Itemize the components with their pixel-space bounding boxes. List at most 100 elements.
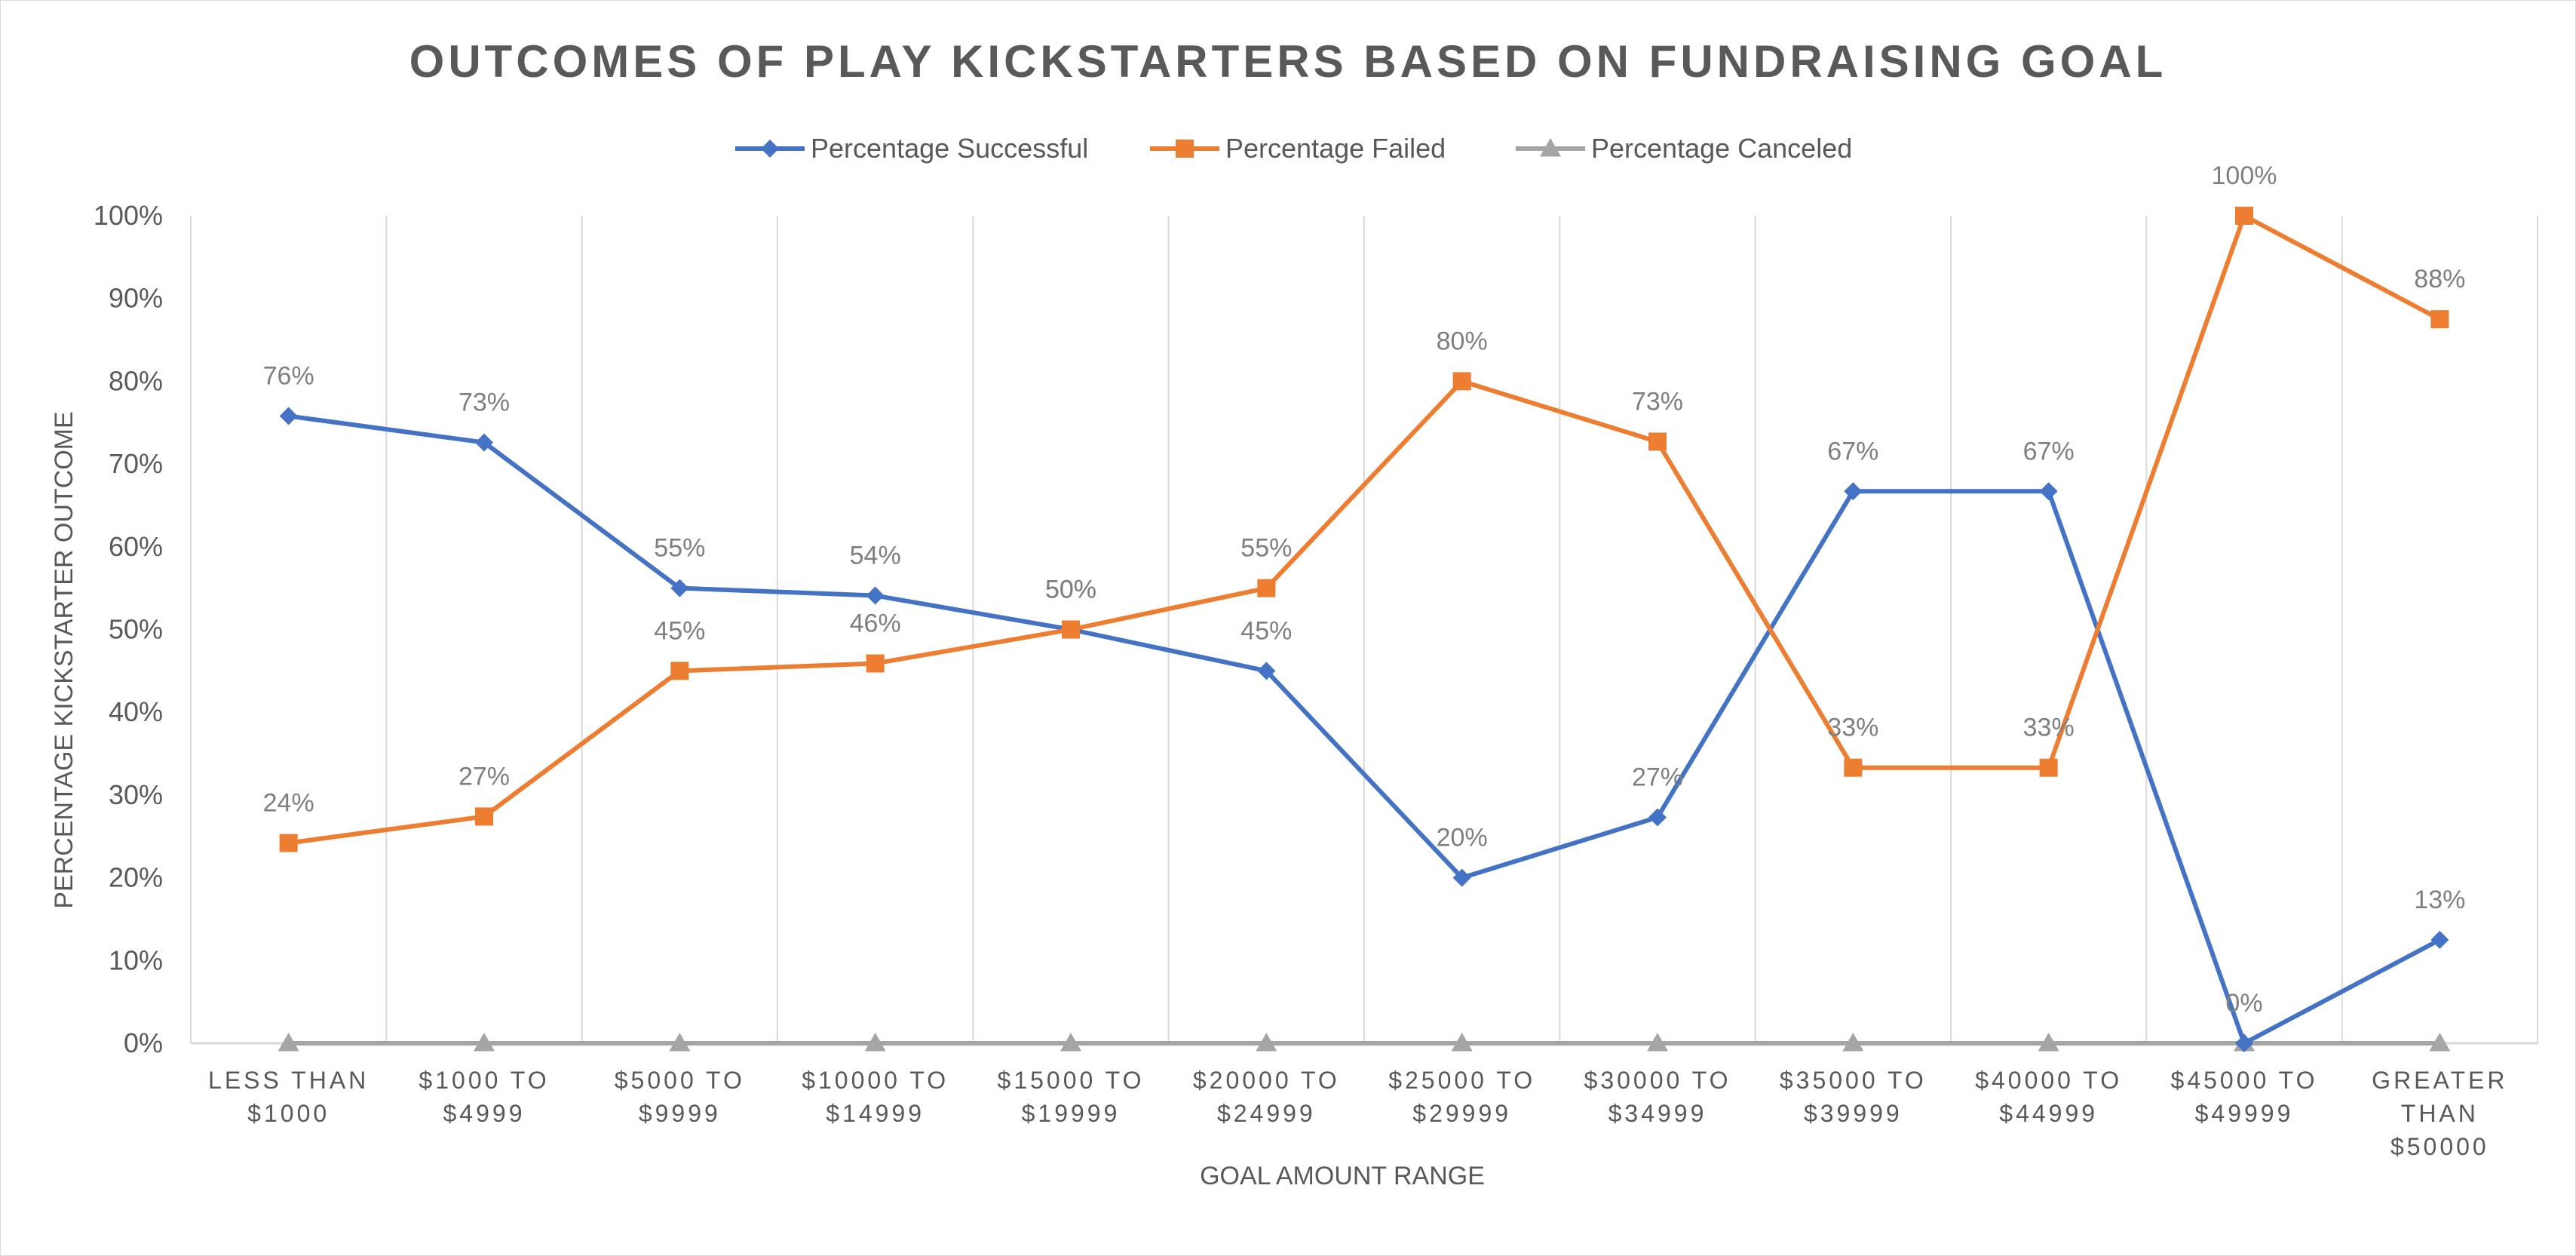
data-point [2235, 207, 2253, 225]
data-point [1062, 620, 1080, 639]
data-point [1647, 1033, 1668, 1052]
data-point [866, 586, 885, 605]
x-tick-label: $20000 TO $24999 [1193, 1067, 1340, 1127]
data-labels-layer: 76% 73% 55% 54% 50% 45% 20% 27% 67% 67% 0% 13% 24% 27… [263, 161, 2466, 1018]
data-point [1452, 868, 1471, 887]
data-label: 88% [2414, 265, 2465, 293]
data-label: 27% [458, 762, 510, 791]
x-tick-label: $5000 TO $9999 [615, 1067, 745, 1127]
data-label: 27% [1632, 763, 1683, 792]
data-point [279, 407, 298, 425]
legend-marker [1176, 140, 1194, 158]
x-tick-label-line: $14999 [826, 1100, 925, 1127]
y-tick-label: 50% [109, 614, 163, 645]
legend-marker [1540, 138, 1561, 157]
data-point [1842, 1033, 1864, 1052]
data-label: 50% [1045, 576, 1096, 604]
x-tick-label-line: $20000 TO [1193, 1067, 1340, 1094]
x-tick-label-line: $4999 [443, 1100, 526, 1127]
x-tick-label-line: $30000 TO [1584, 1067, 1731, 1094]
data-point [1844, 758, 1863, 777]
legend-item: Percentage Failed [1150, 133, 1446, 164]
data-label: 73% [458, 388, 510, 417]
series-line-1 [286, 213, 2443, 846]
x-tick-label-line: $1000 [247, 1100, 330, 1127]
y-axis-ticks: 0% 10% 20% 30% 40% 50% 60% 70% 80% 90% 100% [94, 200, 163, 1058]
data-point [475, 433, 493, 452]
data-point [670, 662, 689, 680]
legend-item: Percentage Successful [735, 133, 1088, 164]
x-tick-label: $30000 TO $34999 [1584, 1067, 1731, 1127]
data-point [1844, 482, 1863, 501]
x-tick-label-line: $34999 [1608, 1100, 1707, 1127]
x-tick-label-line: $10000 TO [802, 1067, 949, 1094]
y-tick-label: 40% [109, 696, 163, 727]
y-tick-label: 20% [109, 862, 163, 893]
data-point [1257, 662, 1276, 680]
data-label: 80% [1437, 327, 1488, 355]
y-axis-title: PERCENTAGE KICKSTARTER OUTCOME [50, 411, 78, 908]
data-label: 45% [1240, 616, 1292, 645]
y-tick-label: 100% [94, 200, 163, 231]
data-point [279, 834, 298, 852]
data-label: 13% [2414, 886, 2465, 914]
legend-label: Percentage Successful [811, 133, 1088, 164]
x-tick-label-line: LESS THAN [208, 1067, 369, 1094]
x-tick-label-line: $49999 [2195, 1100, 2294, 1127]
data-point [1257, 579, 1276, 597]
data-point [2038, 1033, 2059, 1052]
x-tick-label-line: $5000 TO [615, 1067, 745, 1094]
x-tick-label-line: $39999 [1804, 1100, 1903, 1127]
data-label: 33% [2023, 714, 2075, 742]
x-tick-label: $25000 TO $29999 [1388, 1067, 1535, 1127]
x-tick-label-line: $29999 [1412, 1100, 1511, 1127]
data-label: 54% [850, 542, 901, 570]
x-tick-label: $40000 TO $44999 [1975, 1067, 2122, 1127]
data-point [1452, 372, 1471, 391]
x-tick-label-line: $44999 [1999, 1100, 2098, 1127]
legend-marker [761, 140, 779, 158]
x-axis-ticks: LESS THAN $1000 $1000 TO $4999 $5000 TO $9999… [208, 1067, 2507, 1160]
data-point [1256, 1033, 1277, 1052]
x-tick-label-line: $50000 [2390, 1133, 2489, 1160]
data-point [2039, 758, 2058, 777]
data-point [1451, 1033, 1473, 1052]
y-tick-label: 0% [124, 1027, 163, 1058]
data-label: 55% [1240, 534, 1292, 563]
data-label: 76% [263, 361, 314, 390]
x-tick-label-line: $40000 TO [1975, 1067, 2122, 1094]
y-tick-label: 70% [109, 448, 163, 479]
data-label: 0% [2225, 989, 2262, 1018]
data-label: 50% [1045, 576, 1096, 604]
data-point [2429, 1033, 2451, 1052]
data-label: 55% [654, 534, 705, 563]
data-label: 24% [263, 789, 314, 818]
x-tick-label-line: $15000 TO [998, 1067, 1145, 1094]
data-point [2039, 482, 2058, 501]
x-tick-label: $15000 TO $19999 [998, 1067, 1145, 1127]
x-tick-label: $1000 TO $4999 [419, 1067, 549, 1127]
legend: Percentage Successful Percentage Failed Pe… [735, 133, 1852, 164]
data-point [475, 807, 493, 826]
data-label: 45% [654, 616, 705, 645]
data-label: 67% [1827, 437, 1878, 465]
y-tick-label: 80% [109, 365, 163, 396]
x-tick-label-line: $35000 TO [1780, 1067, 1927, 1094]
data-point [2430, 930, 2449, 949]
data-label: 46% [850, 609, 901, 637]
data-point [1648, 808, 1667, 827]
chart-title: OUTCOMES OF PLAY KICKSTARTERS BASED ON F… [409, 36, 2167, 87]
data-label: 100% [2212, 161, 2277, 190]
y-tick-label: 30% [109, 779, 163, 810]
x-tick-label-line: $25000 TO [1388, 1067, 1535, 1094]
gridlines [190, 216, 2538, 1045]
y-tick-label: 90% [109, 283, 163, 314]
x-tick-label: $45000 TO $49999 [2171, 1067, 2318, 1127]
data-label: 67% [2023, 437, 2075, 465]
x-axis-title: GOAL AMOUNT RANGE [1200, 1162, 1485, 1190]
x-tick-label-line: $45000 TO [2171, 1067, 2318, 1094]
x-tick-label-line: $24999 [1217, 1100, 1316, 1127]
x-tick-label-line: GREATER [2372, 1067, 2507, 1094]
data-point [669, 1033, 691, 1052]
data-label: 20% [1437, 824, 1488, 852]
